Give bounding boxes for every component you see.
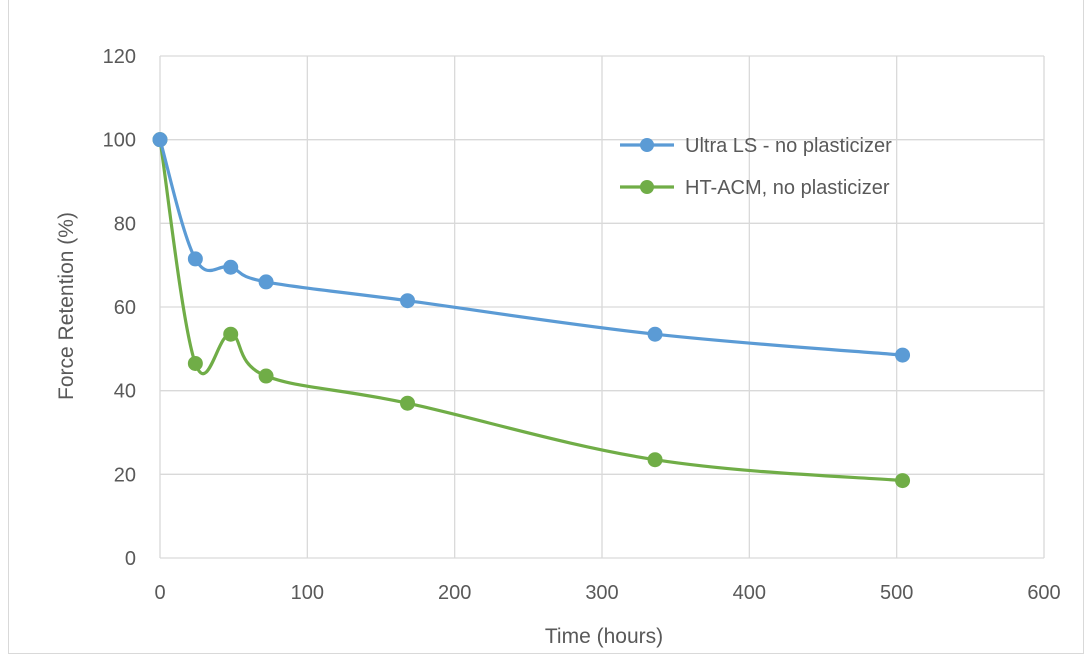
x-tick-label: 300 [585, 582, 618, 604]
data-point [223, 326, 239, 342]
data-point [647, 452, 663, 468]
x-tick-label: 400 [733, 582, 766, 604]
x-axis-label: Time (hours) [545, 625, 663, 648]
series-line [158, 139, 903, 357]
legend-swatch-marker [640, 180, 654, 194]
data-point [223, 259, 239, 275]
legend: Ultra LS - no plasticizer HT-ACM, no plas… [620, 135, 892, 199]
y-tick-label: 100 [103, 130, 136, 152]
x-tick-label: 200 [438, 582, 471, 604]
y-axis-label: Force Retention (%) [55, 212, 78, 400]
y-tick-labels: 0 20 40 60 80 100 120 [103, 46, 136, 570]
data-point [152, 132, 168, 148]
legend-entry-label: Ultra LS - no plasticizer [685, 135, 892, 157]
x-tick-labels: 0 100 200 300 400 500 600 [154, 582, 1060, 604]
x-tick-label: 100 [291, 582, 324, 604]
x-tick-label: 0 [154, 582, 165, 604]
y-tick-label: 60 [114, 297, 136, 319]
data-point [187, 355, 203, 371]
x-tick-label: 500 [880, 582, 913, 604]
chart-frame [8, 0, 1084, 654]
data-point [647, 326, 663, 342]
data-point [258, 274, 274, 290]
y-tick-label: 120 [103, 46, 136, 68]
data-point [187, 251, 203, 267]
series-line [158, 139, 903, 483]
y-tick-label: 80 [114, 213, 136, 235]
legend-swatch-marker [640, 138, 654, 152]
series-group [152, 132, 911, 489]
x-tick-label: 600 [1027, 582, 1060, 604]
grid [159, 55, 1045, 559]
data-point [895, 473, 911, 489]
data-point [258, 368, 274, 384]
y-tick-label: 0 [125, 548, 136, 570]
legend-entry-label: HT-ACM, no plasticizer [685, 177, 890, 199]
data-point [400, 395, 416, 411]
y-tick-label: 20 [114, 464, 136, 486]
data-point [895, 347, 911, 363]
data-point [400, 293, 416, 309]
y-tick-label: 40 [114, 381, 136, 403]
